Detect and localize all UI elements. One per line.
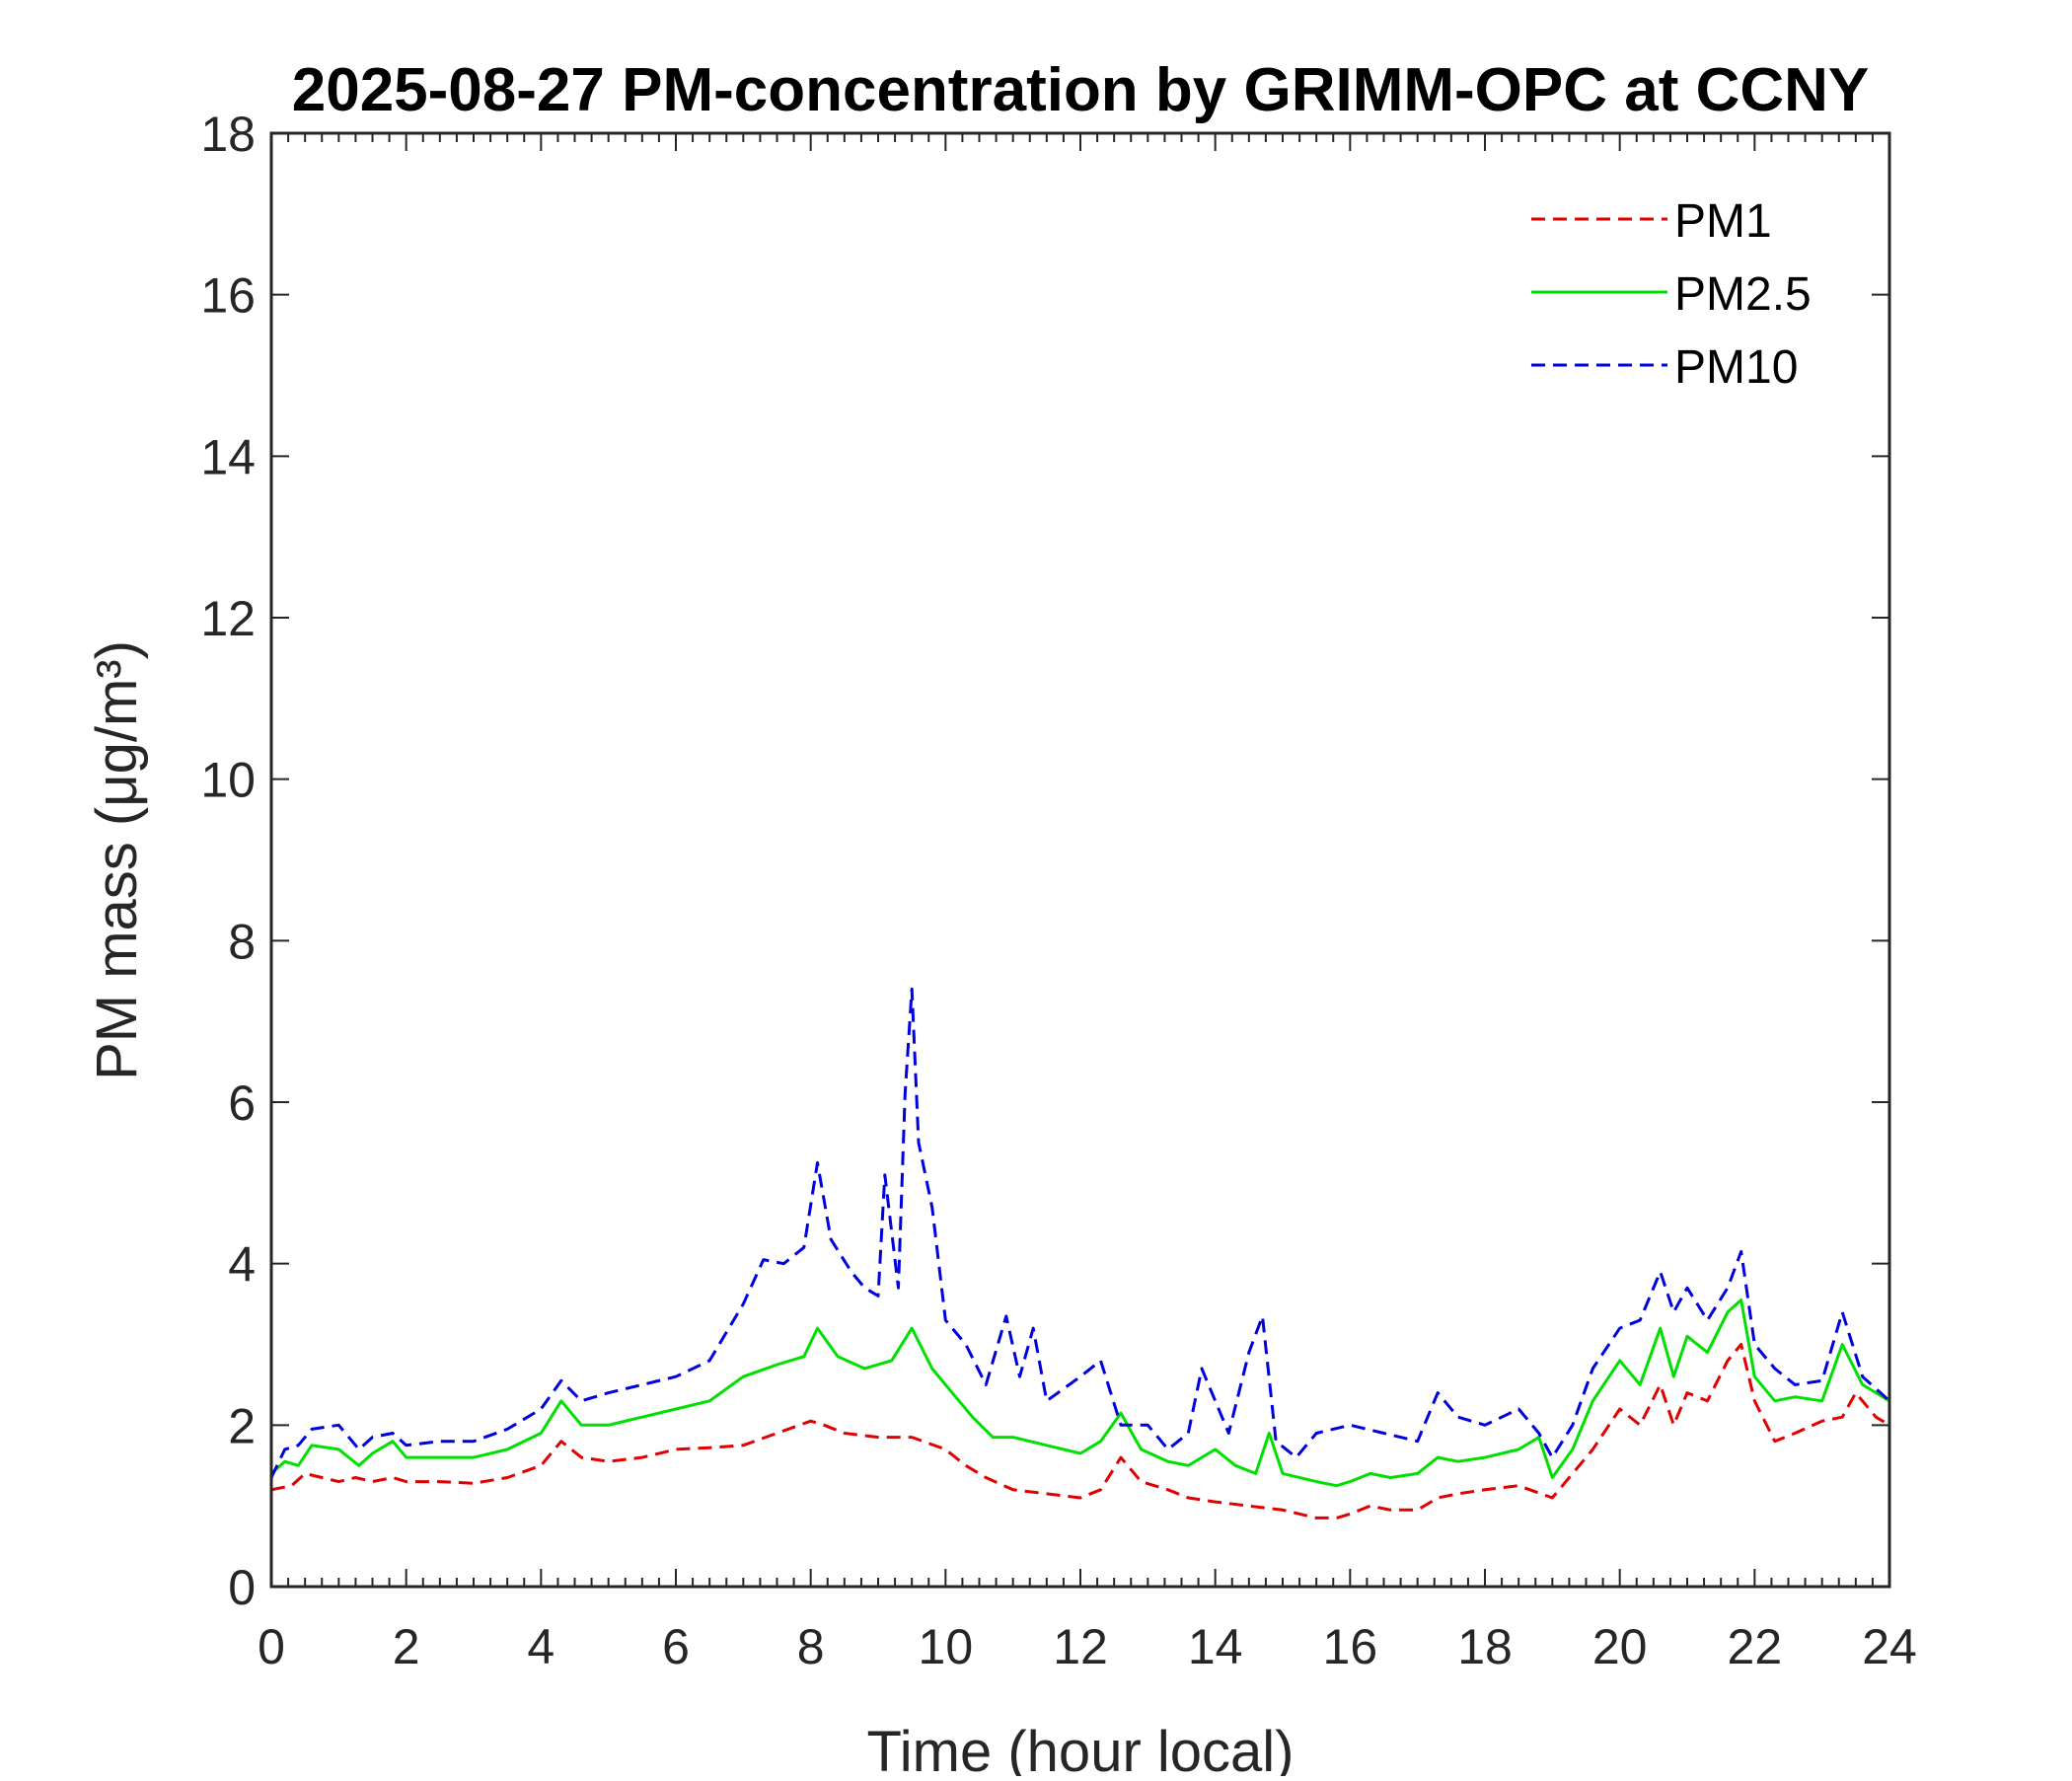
y-tick-label: 16 [200,268,256,324]
x-tick-label: 14 [1188,1619,1243,1674]
y-tick-label: 18 [200,107,256,162]
series-layer [269,987,1891,1520]
y-tick-label: 10 [200,753,256,808]
legend: PM1 PM2.5 PM10 [1531,195,1812,394]
chart-title: 2025-08-27 PM-concentration by GRIMM-OPC… [292,56,1870,124]
y-tick-label: 4 [228,1237,256,1293]
x-tick-label: 8 [797,1619,825,1674]
legend-label-pm10: PM10 [1674,341,1798,394]
x-axis-title: Time (hour local) [867,1720,1295,1776]
y-tick-label: 8 [228,914,256,969]
y-axis-title: PM mass (μg/m³) [85,640,149,1080]
x-tick-label: 2 [393,1619,420,1674]
x-tick-label: 4 [527,1619,555,1674]
axes-box [269,131,1891,1589]
x-tick-label: 6 [662,1619,690,1674]
y-tick-label: 14 [200,429,256,484]
x-tick-label: 22 [1728,1619,1783,1674]
plot-area [271,133,1889,1587]
x-tick-label: 0 [258,1619,285,1674]
legend-label-pm1: PM1 [1674,195,1772,248]
legend-label-pm25: PM2.5 [1674,268,1812,321]
x-tick-label: 12 [1053,1619,1108,1674]
x-tick-label: 18 [1457,1619,1513,1674]
series-line-pm10 [269,987,1891,1479]
y-tick-label: 0 [228,1560,256,1615]
y-tick-label: 12 [200,591,256,646]
y-tick-label: 6 [228,1076,256,1131]
series-line-pm25 [270,1299,1890,1488]
y-tick-label: 2 [228,1398,256,1453]
x-tick-label: 10 [919,1619,974,1674]
x-tick-label: 24 [1862,1619,1917,1674]
x-tick-label: 16 [1323,1619,1378,1674]
x-tick-label: 20 [1592,1619,1648,1674]
